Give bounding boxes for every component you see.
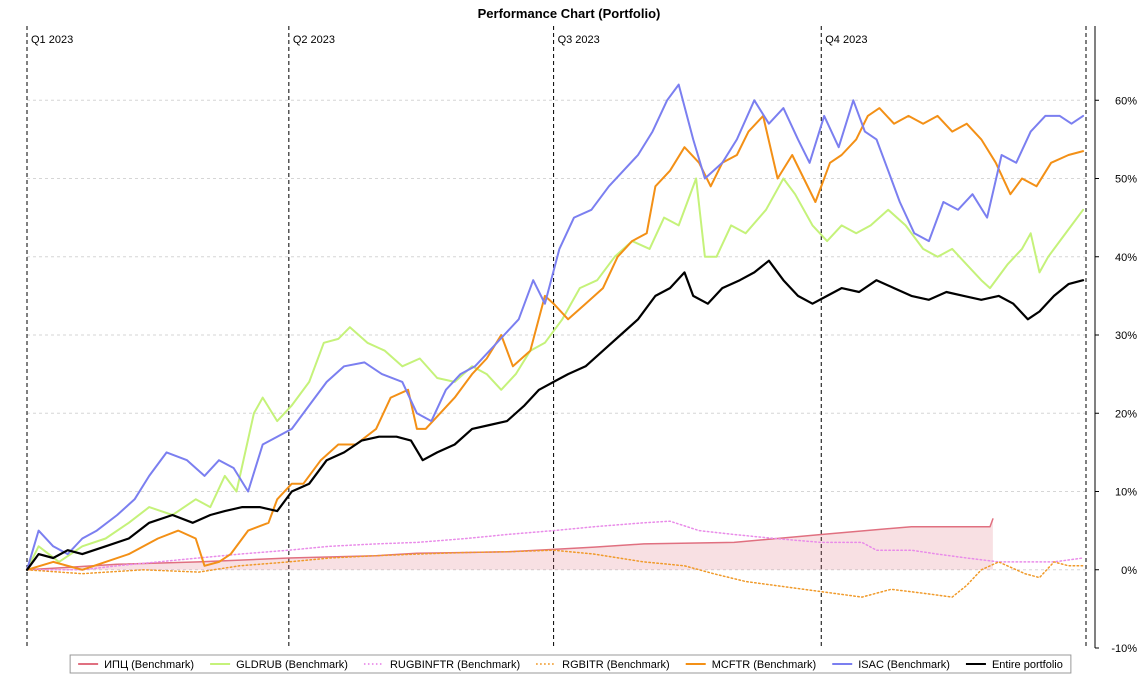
grid — [27, 99, 1086, 571]
legend-label: RUGBINFTR (Benchmark) — [390, 659, 520, 671]
legend-label: ISAC (Benchmark) — [858, 659, 950, 671]
quarter-marker-label: Q2 2023 — [293, 34, 335, 46]
legend-item[interactable]: RGBITR (Benchmark) — [536, 659, 670, 671]
legend-item[interactable]: ИПЦ (Benchmark) — [78, 659, 194, 671]
legend-box — [69, 654, 1072, 674]
series-line-4 — [26, 107, 1085, 571]
series-line-6 — [25, 259, 1085, 571]
chart-title: Performance Chart (Portfolio) — [478, 6, 661, 21]
legend-label: ИПЦ (Benchmark) — [104, 659, 194, 671]
series-line-2 — [26, 520, 1084, 571]
legend-label: GLDRUB (Benchmark) — [236, 659, 348, 671]
legend-item[interactable]: GLDRUB (Benchmark) — [210, 659, 348, 671]
series-line-1 — [26, 177, 1085, 571]
y-tick-label: 20% — [1115, 408, 1137, 420]
y-tick-label: 10% — [1115, 487, 1137, 499]
series-line-3 — [26, 549, 1084, 598]
legend: ИПЦ (Benchmark) GLDRUB (Benchmark) RUGBINF… — [69, 654, 1072, 674]
y-tick-label: 40% — [1115, 252, 1137, 264]
y-tick-label: 0% — [1121, 565, 1137, 577]
legend-item[interactable]: Entire portfolio — [965, 659, 1063, 671]
legend-item[interactable]: ISAC (Benchmark) — [832, 659, 950, 671]
quarter-markers: Q1 2023 Q2 2023 Q3 2023 Q4 2023 — [26, 26, 1087, 648]
y-tick-label: 60% — [1115, 95, 1137, 107]
series-area-0 — [27, 518, 993, 570]
y-tick-label: -10% — [1111, 643, 1137, 655]
legend-item[interactable]: MCFTR (Benchmark) — [685, 659, 817, 671]
series-line-5 — [26, 83, 1085, 571]
y-tick-label: 50% — [1115, 174, 1137, 186]
legend-item[interactable]: RUGBINFTR (Benchmark) — [363, 659, 520, 671]
legend-label: Entire portfolio — [992, 659, 1063, 671]
y-axis: -10% 0% 10% 20% 30% 40% 50% 60% — [1094, 26, 1137, 655]
series-group — [25, 83, 1085, 598]
legend-label: MCFTR (Benchmark) — [712, 659, 817, 671]
quarter-marker-label: Q1 2023 — [31, 34, 73, 46]
y-tick-label: 30% — [1115, 330, 1137, 342]
quarter-marker-label: Q3 2023 — [558, 34, 600, 46]
legend-label: RGBITR (Benchmark) — [562, 659, 670, 671]
quarter-marker-label: Q4 2023 — [825, 34, 867, 46]
